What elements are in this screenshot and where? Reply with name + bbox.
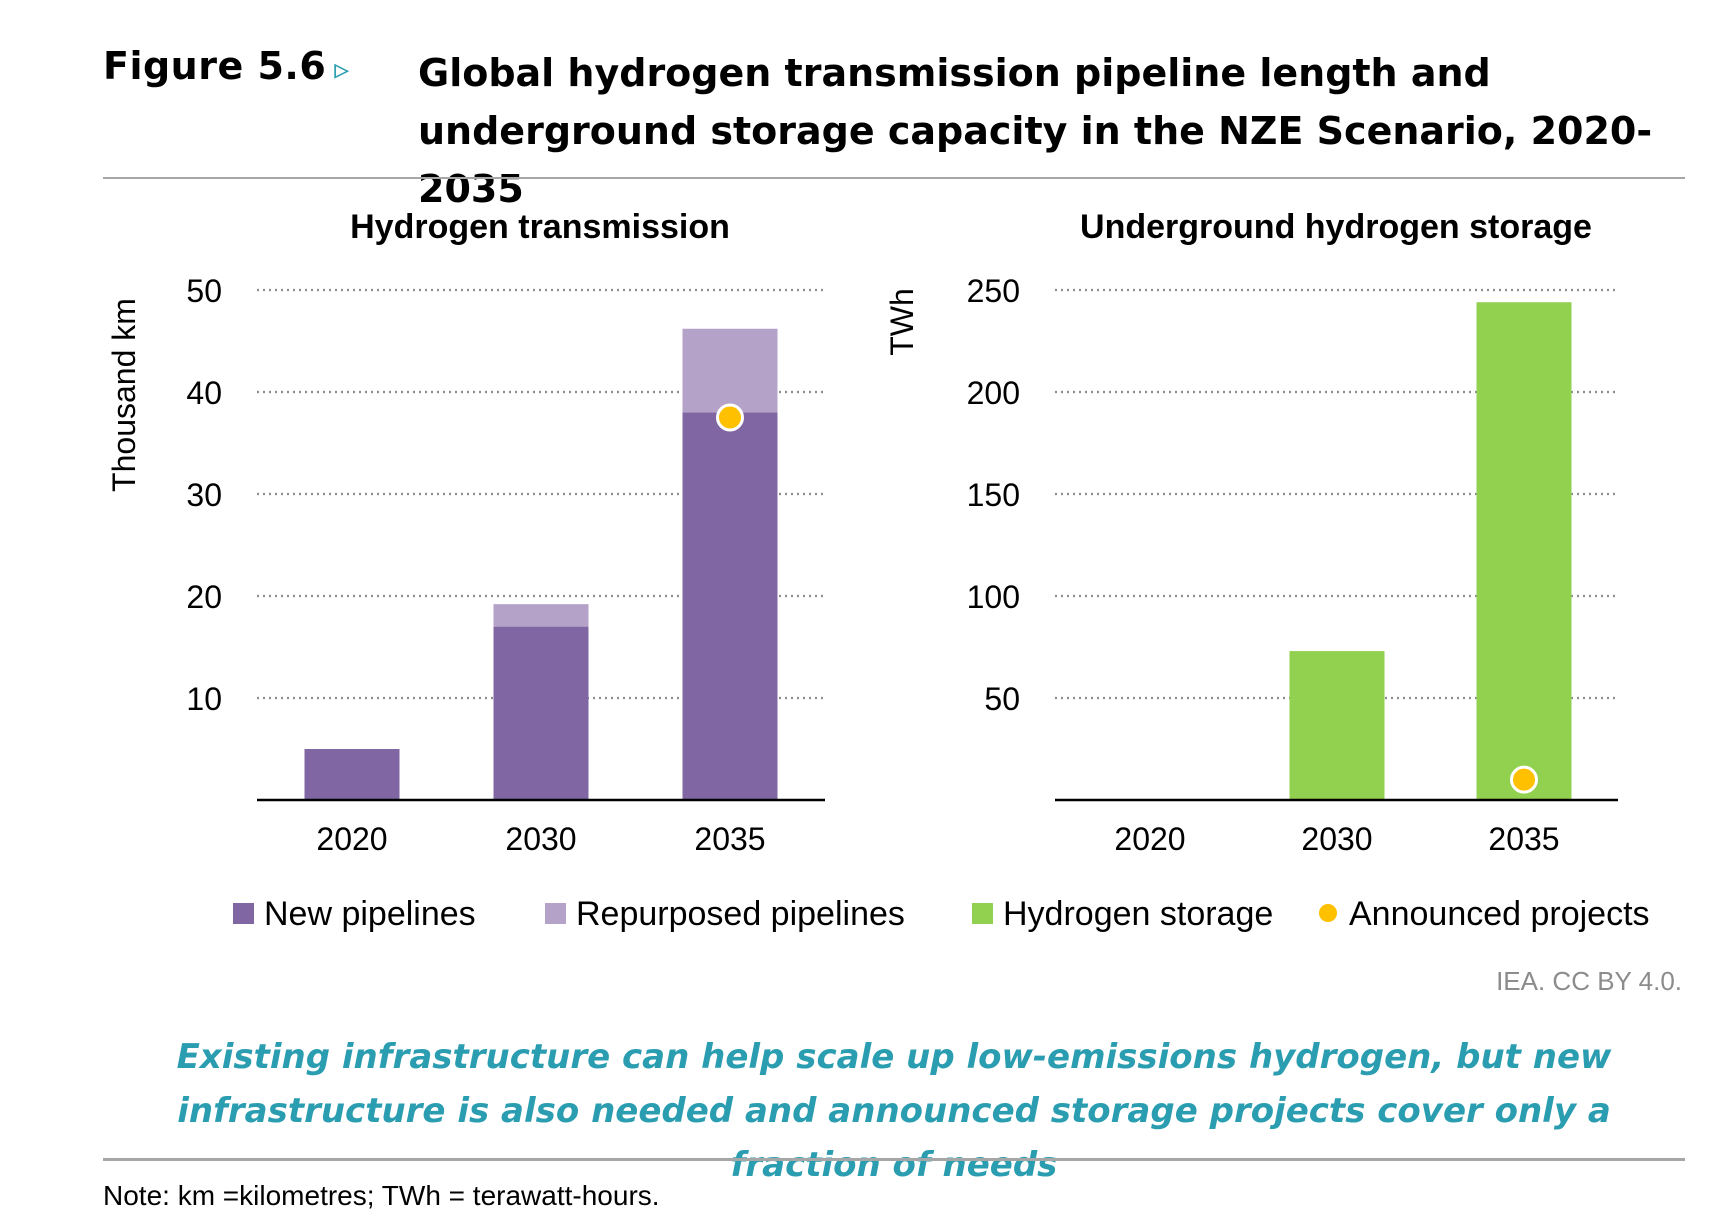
legend-announced-projects-label: Announced projects xyxy=(1349,895,1650,933)
legend-announced-projects-icon xyxy=(1319,904,1337,922)
storage-y-tick-label: 100 xyxy=(967,579,1020,615)
storage-y-tick-label: 250 xyxy=(967,273,1020,309)
figure-note: Note: km =kilometres; TWh = terawatt-hou… xyxy=(103,1180,660,1211)
transmission-bar-repurposed-pipelines-2035 xyxy=(682,328,778,413)
transmission-x-tick-label: 2035 xyxy=(694,821,765,857)
legend-new-pipelines-label: New pipelines xyxy=(264,895,476,933)
storage-x-tick-label: 2020 xyxy=(1114,821,1185,857)
storage-announced-marker-2035 xyxy=(1510,765,1538,794)
storage-y-tick-label: 200 xyxy=(967,375,1020,411)
legend-hydrogen-storage-icon xyxy=(972,903,993,924)
storage-y-tick-label: 150 xyxy=(967,477,1020,513)
transmission-bar-new-pipelines-2030 xyxy=(493,626,589,800)
legend-hydrogen-storage-label: Hydrogen storage xyxy=(1003,895,1273,933)
transmission-bar-new-pipelines-2020 xyxy=(304,749,400,800)
transmission-y-tick-label: 40 xyxy=(186,375,222,411)
caption-divider xyxy=(103,1158,1685,1161)
transmission-y-tick-label: 10 xyxy=(186,681,222,717)
storage-bar-hydrogen-storage-2035 xyxy=(1476,302,1572,800)
transmission-chart-title: Hydrogen transmission xyxy=(350,208,730,246)
storage-y-axis-label: TWh xyxy=(884,288,920,356)
figure-label: Figure 5.6 ▹ xyxy=(103,44,350,88)
figure-arrow-icon: ▹ xyxy=(334,52,350,87)
transmission-y-axis-label: Thousand km xyxy=(106,298,142,492)
transmission-bar-repurposed-pipelines-2030 xyxy=(493,604,589,627)
transmission-y-tick-label: 30 xyxy=(186,477,222,513)
figure-title: Global hydrogen transmission pipeline le… xyxy=(418,51,1653,211)
storage-x-tick-label: 2035 xyxy=(1488,821,1559,857)
transmission-y-tick-label: 20 xyxy=(186,579,222,615)
storage-chart-title: Underground hydrogen storage xyxy=(1080,208,1592,246)
transmission-announced-marker-2035 xyxy=(716,403,744,432)
legend-repurposed-pipelines-icon xyxy=(545,903,566,924)
transmission-x-tick-label: 2030 xyxy=(505,821,576,857)
transmission-x-tick-label: 2020 xyxy=(316,821,387,857)
transmission-bar-new-pipelines-2035 xyxy=(682,412,778,800)
legend-repurposed-pipelines-label: Repurposed pipelines xyxy=(576,895,905,933)
figure-number: Figure 5.6 xyxy=(103,44,327,88)
transmission-y-tick-label: 50 xyxy=(186,273,222,309)
credit-text: IEA. CC BY 4.0. xyxy=(1496,966,1682,996)
storage-y-tick-label: 50 xyxy=(984,681,1020,717)
figure-caption: Existing infrastructure can help scale u… xyxy=(176,1037,1612,1185)
storage-bar-hydrogen-storage-2030 xyxy=(1289,651,1385,800)
storage-x-tick-label: 2030 xyxy=(1301,821,1372,857)
legend-new-pipelines-icon xyxy=(233,903,254,924)
title-divider xyxy=(103,177,1685,179)
